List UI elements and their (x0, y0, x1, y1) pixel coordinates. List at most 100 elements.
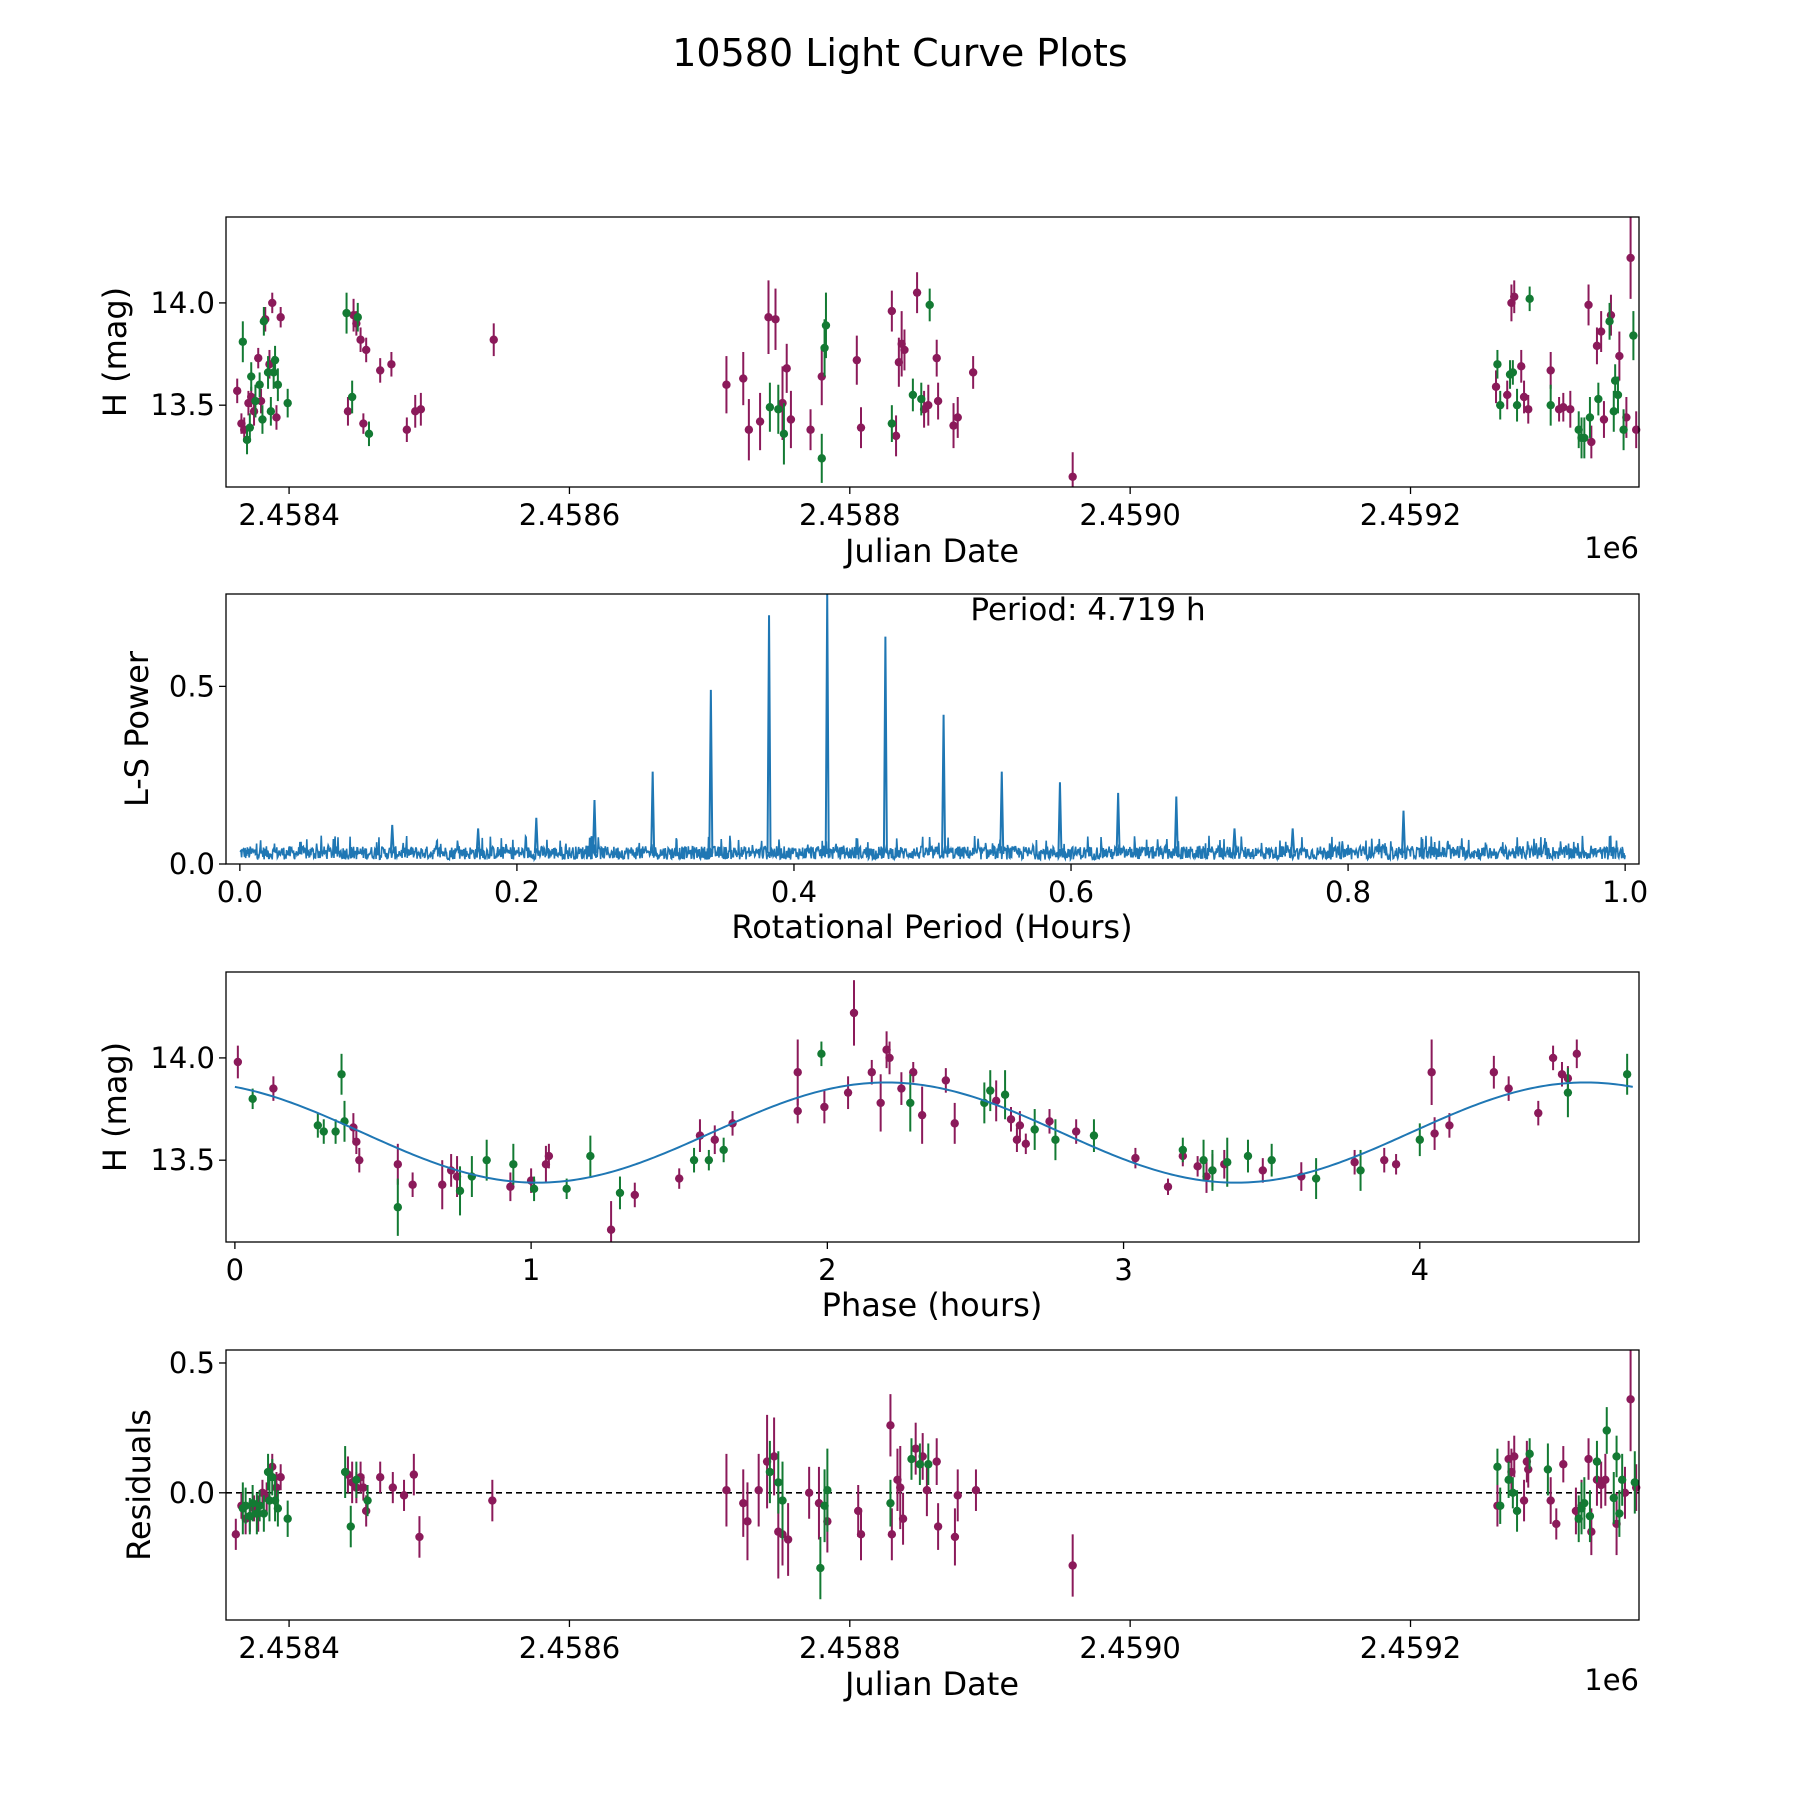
phased-xlabel: Phase (hours) (822, 1286, 1043, 1324)
data-point (364, 429, 374, 439)
data-point (739, 374, 748, 383)
data-point (1510, 1452, 1519, 1461)
data-point (1609, 407, 1618, 416)
data-point (739, 1498, 748, 1508)
data-point (917, 1110, 927, 1120)
data-point (273, 1504, 283, 1513)
data-point (1602, 1426, 1611, 1435)
data-point (793, 1106, 802, 1116)
data-point (586, 1151, 595, 1161)
data-point (719, 1145, 728, 1155)
data-point (1208, 1166, 1217, 1175)
data-point (1131, 1153, 1140, 1163)
data-point (1163, 1182, 1173, 1191)
data-point (765, 403, 775, 412)
data-point (1534, 1108, 1543, 1118)
data-point (248, 1498, 257, 1508)
data-point (356, 335, 365, 344)
data-point (896, 1483, 905, 1492)
data-point (852, 355, 862, 365)
periodogram-peak (650, 771, 656, 854)
data-point (1493, 360, 1502, 369)
periodogram-peak (999, 771, 1005, 854)
data-point (393, 1203, 403, 1212)
y-tick-label: 13.5 (150, 388, 215, 422)
data-point (898, 1514, 908, 1523)
data-point (1546, 366, 1555, 375)
data-point (1584, 1454, 1593, 1464)
data-point (1068, 1561, 1077, 1570)
data-point (769, 1452, 779, 1461)
data-point (1626, 253, 1635, 263)
data-point (744, 425, 754, 434)
data-point (415, 1532, 424, 1542)
data-point (488, 1496, 497, 1505)
data-point (755, 417, 765, 426)
data-point (270, 355, 280, 365)
data-point (922, 1485, 932, 1495)
data-point (1430, 1129, 1439, 1138)
data-point (254, 353, 263, 363)
data-point (251, 396, 260, 406)
data-point (276, 313, 285, 322)
data-point (1193, 1162, 1202, 1171)
data-point (283, 1514, 292, 1523)
data-point (817, 454, 826, 463)
data-point (615, 1188, 625, 1198)
x-tick-label: 1 (522, 1253, 540, 1287)
x-tick-label: 1.0 (1602, 875, 1648, 909)
data-point (804, 1488, 814, 1497)
data-point (950, 1119, 959, 1128)
x-tick-label: 2.4590 (1079, 1631, 1180, 1665)
data-point (359, 1483, 368, 1492)
periodogram-peak (389, 824, 395, 854)
data-point (821, 321, 831, 330)
data-point (1626, 1395, 1635, 1404)
data-point (361, 1506, 371, 1516)
data-point (897, 1084, 906, 1093)
x-tick-label: 2 (818, 1253, 836, 1287)
data-point (774, 1478, 783, 1487)
light-curve-x-offset: 1e6 (1584, 531, 1639, 565)
data-point (408, 1180, 417, 1189)
data-point (782, 364, 791, 373)
data-point (1071, 1127, 1081, 1136)
data-point (255, 1501, 264, 1510)
data-point (1615, 1509, 1624, 1518)
data-point (399, 1491, 409, 1500)
x-tick-label: 0 (226, 1253, 244, 1287)
x-tick-label: 2.4588 (799, 498, 900, 532)
data-point (1631, 425, 1641, 434)
periodogram-peak (1057, 782, 1063, 854)
data-point (489, 335, 498, 344)
data-point (268, 1473, 277, 1482)
data-point (1572, 1049, 1581, 1059)
light-curve-xlabel: Julian Date (843, 532, 1019, 570)
data-point (269, 1084, 278, 1093)
residuals-xlabel: Julian Date (843, 1665, 1019, 1703)
data-point (887, 1530, 897, 1539)
data-point (779, 429, 789, 439)
y-tick-label: 14.0 (150, 1041, 215, 1075)
data-point (1557, 1070, 1567, 1079)
residuals-panel: 2.4584 2.4586 2.4588 2.4590 2.4592 0.0 0.5 Jul… (120, 1346, 1641, 1703)
data-point (1517, 362, 1526, 371)
data-point (932, 353, 941, 363)
data-point (1380, 1155, 1389, 1165)
data-point (1613, 390, 1623, 400)
x-tick-label: 0.6 (1048, 875, 1094, 909)
data-point (849, 1008, 859, 1018)
periodogram-peak (1173, 796, 1179, 854)
data-point (1592, 341, 1602, 351)
phased-ylabel: H (mag) (96, 1042, 134, 1172)
data-point (1594, 394, 1603, 404)
data-point (843, 1088, 853, 1097)
residuals-ylabel: Residuals (120, 1409, 158, 1561)
data-point (1552, 1519, 1561, 1529)
data-point (704, 1155, 714, 1165)
y-tick-label: 13.5 (150, 1143, 215, 1177)
data-point (255, 380, 264, 389)
data-point (529, 1184, 539, 1194)
data-point (375, 366, 385, 375)
data-point (272, 413, 281, 422)
